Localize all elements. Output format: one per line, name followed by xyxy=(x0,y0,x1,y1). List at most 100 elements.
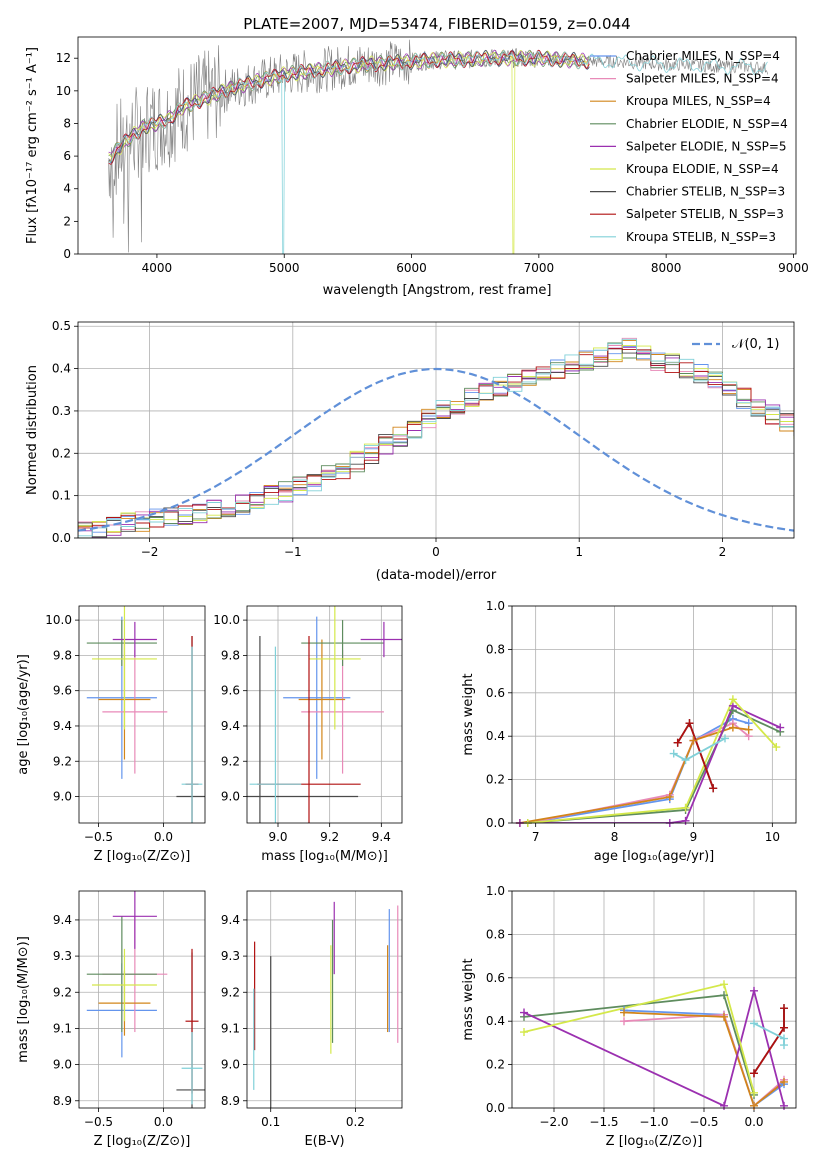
y-tick-label: 0.4 xyxy=(52,362,71,376)
weight-marker-salpeter-elodie xyxy=(750,986,758,995)
plot-area xyxy=(86,606,205,823)
y-tick-label: 9.0 xyxy=(221,1058,240,1072)
weight-marker-salpeter-stelib xyxy=(750,1069,758,1078)
x-tick-label: 9.4 xyxy=(372,830,391,844)
weight-marker-salpeter-elodie xyxy=(720,1101,728,1110)
y-tick-label: 0.8 xyxy=(486,927,505,941)
x-tick-label: −1.5 xyxy=(589,1115,618,1129)
y-tick-label: 0.8 xyxy=(486,642,505,656)
y-tick-label: 0.0 xyxy=(52,531,71,545)
y-tick-label: 10.0 xyxy=(213,613,240,627)
y-tick-label: 9.6 xyxy=(221,684,240,698)
legend-label: Salpeter MILES, N_SSP=4 xyxy=(626,72,779,86)
x-tick-label: 9.2 xyxy=(320,830,339,844)
y-tick-label: 0.6 xyxy=(486,686,505,700)
y-tick-label: 9.4 xyxy=(221,913,240,927)
weight-marker-salpeter-elodie xyxy=(520,1008,528,1017)
y-tick-label: 9.2 xyxy=(53,754,72,768)
age-mass-weight-plot: 7 8 9 10 0.0 0.2 0.4 0.6 0.8 1.0 age [log₁₀(age/yr… xyxy=(461,599,797,864)
weight-marker-salpeter-stelib xyxy=(685,719,694,728)
legend-label: Salpeter STELIB, N_SSP=3 xyxy=(626,207,784,221)
weight-marker-kroupa-elodie xyxy=(728,695,737,704)
x-tick-label: 0.0 xyxy=(154,1115,173,1129)
y-tick-label: 9.2 xyxy=(221,754,240,768)
x-axis-label: (data-model)/error xyxy=(376,568,497,583)
weight-marker-kroupa-elodie xyxy=(681,803,690,812)
y-tick-label: 9.8 xyxy=(53,648,72,662)
weight-marker-kroupa-miles xyxy=(620,1008,628,1017)
weight-marker-kroupa-elodie xyxy=(720,980,728,989)
weight-marker-salpeter-stelib xyxy=(780,1004,788,1013)
y-tick-label: 0.0 xyxy=(486,1101,505,1115)
y-tick-label: 9.0 xyxy=(221,790,240,804)
plot-area xyxy=(519,697,781,823)
weight-marker-kroupa-miles xyxy=(728,723,737,732)
y-tick-label: 0 xyxy=(63,247,71,261)
model-spectrum-salpeter-elodie xyxy=(108,49,590,154)
y-tick-label: 4 xyxy=(63,182,71,196)
y-tick-label: 9.3 xyxy=(221,949,240,963)
x-tick-label: 0 xyxy=(432,545,440,559)
x-tick-label: 5000 xyxy=(269,261,300,275)
weight-marker-kroupa-elodie xyxy=(772,743,781,752)
x-axis-label: wavelength [Angstrom, rest frame] xyxy=(323,283,552,298)
weight-marker-kroupa-stelib xyxy=(780,1041,788,1050)
weight-line-salpeter-elodie xyxy=(519,704,781,823)
plot-area xyxy=(247,606,402,823)
weight-marker-salpeter-stelib xyxy=(673,738,682,747)
axes-frame xyxy=(511,890,797,1109)
mass-vs-ebv-plot: 0.1 0.2 8.9 9.0 9.1 9.2 9.3 9.4 E(B-V) xyxy=(221,890,403,1149)
axes-frame xyxy=(78,605,206,824)
x-tick-label: 9.0 xyxy=(268,830,287,844)
residual-histogram-plot: −2 −1 0 1 2 0.0 0.1 0.2 0.3 0.4 0.5 𝒩(0, 1) (data-mo… xyxy=(25,319,795,583)
spectrum-plot: 4000 5000 6000 7000 8000 9000 0 2 4 6 8 10 12 Chabrie… xyxy=(25,36,809,298)
y-tick-label: 0.0 xyxy=(486,816,505,830)
weight-marker-kroupa-miles xyxy=(780,1077,788,1086)
y-tick-label: 10.0 xyxy=(45,613,72,627)
data-spectrum-line xyxy=(108,39,768,253)
x-tick-label: 7 xyxy=(532,830,540,844)
y-axis-label: age [log₁₀(age/yr)] xyxy=(16,654,31,775)
weight-marker-kroupa-miles xyxy=(750,1101,758,1110)
x-tick-label: 1 xyxy=(575,545,583,559)
weight-marker-kroupa-stelib xyxy=(721,734,729,743)
model-spectrum-kroupa-elodie xyxy=(108,49,590,254)
weight-line-kroupa-elodie xyxy=(523,983,755,1094)
legend-label: Kroupa MILES, N_SSP=4 xyxy=(626,94,771,108)
y-axis-label: mass weight xyxy=(461,673,476,755)
legend-label: Chabrier STELIB, N_SSP=3 xyxy=(626,185,785,199)
weight-marker-kroupa-stelib xyxy=(750,1019,758,1028)
x-tick-label: −0.5 xyxy=(84,1115,113,1129)
plot-area xyxy=(78,337,794,538)
x-tick-label: −1.0 xyxy=(639,1115,668,1129)
x-tick-label: 6000 xyxy=(396,261,427,275)
weight-marker-salpeter-stelib xyxy=(709,784,718,793)
x-axis-label: E(B-V) xyxy=(304,1134,344,1149)
y-tick-label: 1.0 xyxy=(486,599,505,613)
axes-frame xyxy=(246,605,403,824)
y-tick-label: 8.9 xyxy=(53,1094,72,1108)
age-vs-mass-plot: 9.0 9.2 9.4 9.0 9.2 9.4 9.6 9.8 10.0 mass [log₁₀(… xyxy=(213,605,403,864)
legend-label-gaussian: 𝒩(0, 1) xyxy=(732,337,779,352)
weight-line-kroupa-elodie xyxy=(527,697,777,823)
y-tick-label: 0.4 xyxy=(486,1014,505,1028)
y-tick-label: 2 xyxy=(63,214,71,228)
weight-marker-kroupa-stelib xyxy=(669,749,678,758)
y-tick-label: 8 xyxy=(63,116,71,130)
weight-marker-salpeter-elodie xyxy=(780,1101,788,1110)
x-axis-label: Z [log₁₀(Z/Z⊙)] xyxy=(94,849,191,864)
y-tick-label: 0.1 xyxy=(52,489,71,503)
weight-line-salpeter-elodie xyxy=(523,987,785,1108)
plot-area xyxy=(253,901,399,1108)
weight-marker-salpeter-miles xyxy=(620,1017,628,1026)
x-tick-label: 8 xyxy=(611,830,619,844)
weight-marker-kroupa-stelib xyxy=(681,756,690,765)
y-tick-label: 0.5 xyxy=(52,319,71,333)
x-tick-label: −0.5 xyxy=(689,1115,718,1129)
axes-frame xyxy=(77,36,797,255)
y-tick-label: 0.6 xyxy=(486,971,505,985)
x-tick-label: 7000 xyxy=(524,261,555,275)
y-tick-label: 6 xyxy=(63,149,71,163)
y-axis-label: Flux [fλ10⁻¹⁷ erg cm⁻² s⁻¹ A⁻¹] xyxy=(25,47,40,244)
y-tick-label: 12 xyxy=(56,51,71,65)
